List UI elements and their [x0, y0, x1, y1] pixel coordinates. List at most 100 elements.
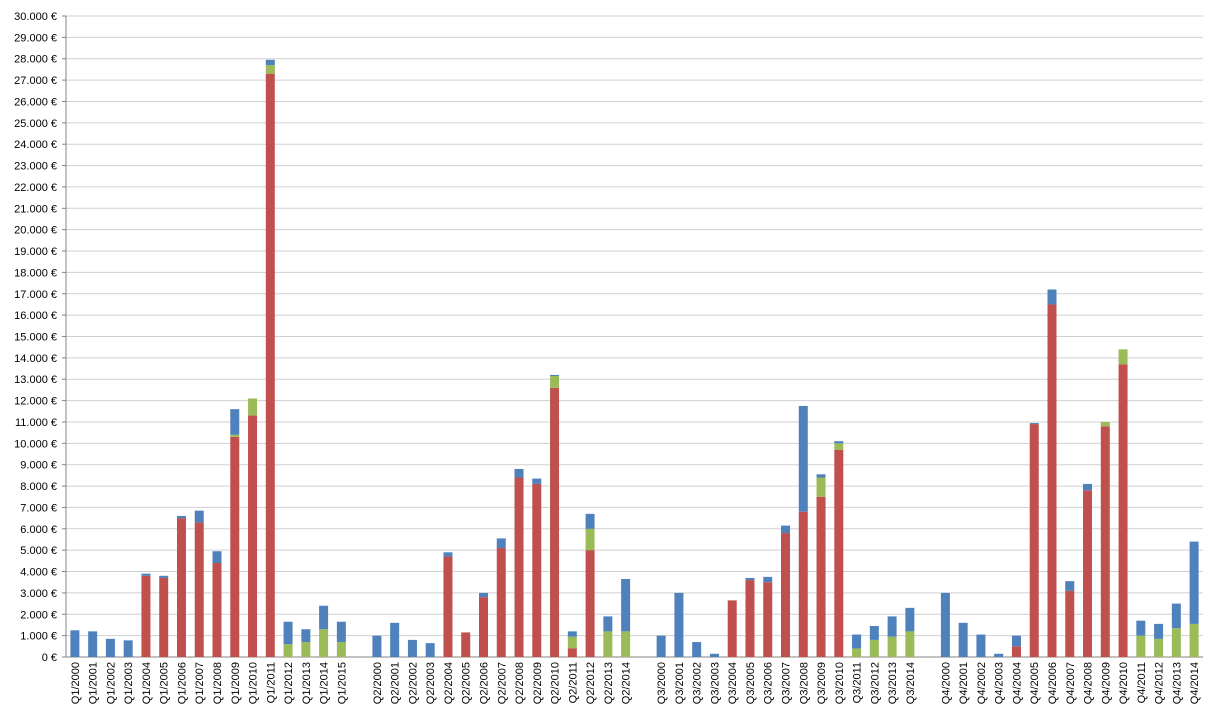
bar-segment — [869, 639, 879, 657]
x-tick-label: Q3/2004 — [727, 662, 739, 704]
bar-segment — [319, 629, 329, 657]
x-tick-label: Q4/2014 — [1189, 662, 1201, 704]
bar-segment — [567, 631, 577, 637]
y-tick-label: 18.000 € — [14, 267, 57, 279]
y-tick-label: 3.000 € — [20, 588, 57, 600]
bar-segment — [674, 592, 684, 657]
y-tick-label: 22.000 € — [14, 182, 57, 194]
bar-segment — [745, 580, 755, 657]
bar-segment — [212, 551, 222, 563]
bar-segment — [70, 630, 80, 657]
bar-segment — [176, 515, 186, 519]
bar-segment — [372, 635, 382, 657]
bar-segment — [265, 65, 275, 74]
bar-segment — [141, 575, 151, 657]
bar-segment — [585, 550, 595, 657]
x-tick-label: Q4/2009 — [1100, 662, 1112, 704]
bar-segment — [1083, 490, 1093, 657]
y-tick-label: 9.000 € — [20, 460, 57, 472]
bar-segment — [976, 634, 986, 657]
x-tick-label: Q1/2007 — [194, 662, 206, 704]
bar-segment — [1029, 423, 1039, 425]
bar-segment — [194, 522, 204, 657]
x-tick-label: Q2/2005 — [461, 662, 473, 704]
y-tick-label: 19.000 € — [14, 246, 57, 258]
y-tick-label: 26.000 € — [14, 96, 57, 108]
bar-segment — [994, 653, 1004, 657]
x-tick-label: Q1/2013 — [301, 662, 313, 704]
x-tick-label: Q3/2014 — [905, 662, 917, 704]
x-tick-label: Q2/2009 — [532, 662, 544, 704]
bar-segment — [283, 621, 293, 645]
bar-segment — [159, 577, 169, 657]
bar-segment — [585, 513, 595, 529]
y-tick-label: 8.000 € — [20, 481, 57, 493]
bar-segment — [905, 607, 915, 632]
bar-segment — [425, 643, 435, 657]
x-tick-label: Q3/2012 — [869, 662, 881, 704]
bar-segment — [514, 468, 524, 478]
bar-segment — [958, 622, 968, 657]
y-tick-label: 14.000 € — [14, 353, 57, 365]
bar-segment — [265, 59, 275, 66]
x-tick-label: Q1/2003 — [123, 662, 135, 704]
bar-segment — [567, 648, 577, 657]
bar-segment — [550, 374, 560, 377]
bar-segment — [567, 636, 577, 649]
x-tick-label: Q4/2001 — [958, 662, 970, 704]
bar-segment — [532, 478, 542, 484]
y-tick-label: 13.000 € — [14, 374, 57, 386]
bar-segment — [1011, 646, 1021, 657]
y-tick-label: 6.000 € — [20, 524, 57, 536]
x-tick-label: Q2/2004 — [443, 662, 455, 704]
x-tick-label: Q4/2007 — [1065, 662, 1077, 704]
bar-segment — [159, 575, 169, 578]
x-tick-label: Q4/2013 — [1171, 662, 1183, 704]
bar-segment — [603, 631, 613, 657]
x-tick-label: Q2/2011 — [567, 662, 579, 703]
y-tick-label: 28.000 € — [14, 54, 57, 66]
bar-segment — [390, 622, 400, 657]
bar-segment — [1011, 635, 1021, 647]
x-tick-label: Q1/2010 — [248, 662, 260, 704]
x-tick-label: Q1/2015 — [336, 662, 348, 704]
bar-segment — [1118, 364, 1128, 657]
bar-segment — [265, 73, 275, 657]
bar-segment — [816, 474, 826, 478]
bar-segment — [798, 511, 808, 657]
y-tick-label: 24.000 € — [14, 139, 57, 151]
bar-segment — [301, 642, 311, 657]
x-tick-label: Q3/2007 — [781, 662, 793, 704]
x-tick-label: Q1/2005 — [159, 662, 171, 704]
bar-segment — [834, 449, 844, 657]
x-tick-label: Q2/2000 — [372, 662, 384, 704]
bar-segment — [478, 597, 488, 657]
bar-segment — [230, 409, 240, 435]
y-tick-label: 7.000 € — [20, 502, 57, 514]
x-tick-label: Q3/2013 — [887, 662, 899, 704]
bar-segment — [1189, 623, 1199, 657]
y-tick-label: 0 € — [42, 652, 57, 664]
x-tick-label: Q3/2002 — [692, 662, 704, 704]
x-tick-label: Q2/2002 — [407, 662, 419, 704]
bar-segment — [781, 525, 791, 534]
x-tick-label: Q3/2011 — [852, 662, 864, 703]
bar-segment — [816, 496, 826, 657]
x-tick-label: Q3/2009 — [816, 662, 828, 704]
bar-segment — [887, 636, 897, 657]
bar-segment — [496, 538, 506, 549]
bar-segment — [834, 441, 844, 444]
bar-segment — [1136, 620, 1146, 636]
bar-segment — [248, 398, 258, 416]
bar-segment — [1047, 304, 1057, 657]
bar-segment — [443, 556, 453, 657]
bar-segment — [532, 483, 542, 657]
x-tick-label: Q4/2008 — [1083, 662, 1095, 704]
bar-segment — [1065, 581, 1075, 591]
y-tick-label: 27.000 € — [14, 75, 57, 87]
x-tick-label: Q2/2012 — [585, 662, 597, 704]
bar-segment — [781, 533, 791, 657]
x-tick-label: Q2/2006 — [478, 662, 490, 704]
y-tick-label: 21.000 € — [14, 203, 57, 215]
bar-segment — [478, 592, 488, 598]
